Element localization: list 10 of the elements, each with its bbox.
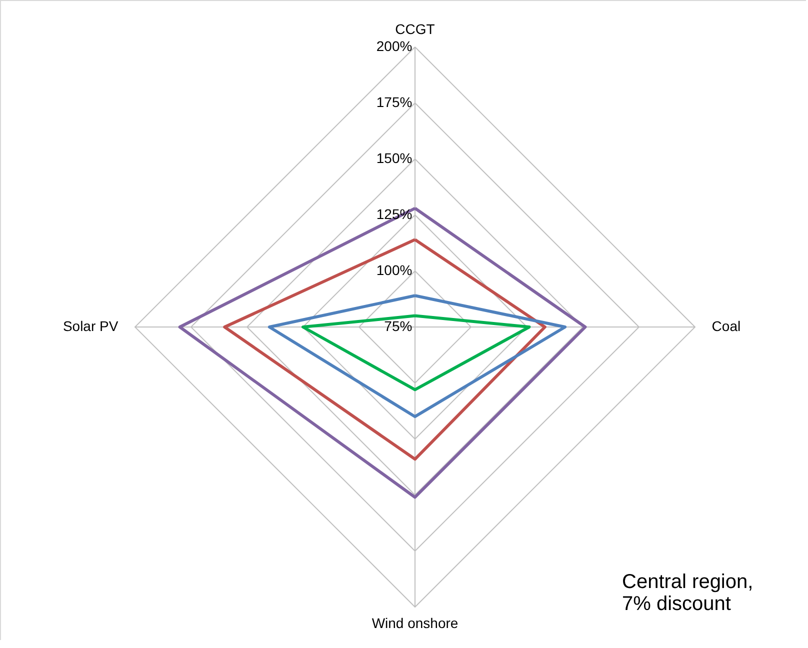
y-tick-label: 200% [376, 38, 412, 54]
spoke-label: Solar PV [62, 318, 119, 334]
spoke-label: Wind onshore [372, 614, 458, 631]
y-tick-label: 75% [384, 318, 412, 334]
text: Central region, 7% discount [622, 571, 754, 615]
y-tick-label: 150% [376, 150, 412, 166]
spoke-label: Coal [712, 318, 741, 334]
y-tick-label: 175% [376, 94, 412, 110]
spoke-label: CCGT [395, 21, 436, 38]
y-tick-label: 100% [376, 262, 412, 278]
